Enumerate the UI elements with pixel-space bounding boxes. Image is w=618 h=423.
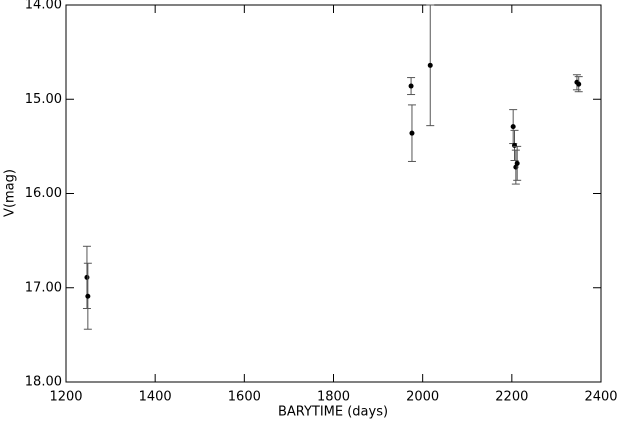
x-tick-label: 2000	[406, 390, 439, 405]
x-tick-label: 2400	[584, 390, 617, 405]
y-tick-label: 16.00	[25, 186, 62, 201]
x-tick-label: 1800	[317, 390, 350, 405]
plot-frame	[65, 4, 602, 383]
y-tick-label: 15.00	[25, 92, 62, 107]
data-point	[576, 81, 582, 87]
data-point	[510, 124, 516, 130]
data-point	[85, 293, 91, 299]
x-axis-label: BARYTIME (days)	[278, 405, 388, 420]
x-tick-label: 1200	[49, 390, 82, 405]
data-point	[409, 130, 415, 136]
x-tick-label: 2200	[495, 390, 528, 405]
data-point	[512, 142, 518, 148]
y-tick-label: 14.00	[25, 0, 62, 13]
y-axis-label: V(mag)	[3, 169, 18, 217]
y-tick-label: 18.00	[25, 375, 62, 390]
data-point	[84, 274, 90, 280]
data-point	[427, 62, 433, 68]
x-tick-label: 1400	[139, 390, 172, 405]
x-tick-label: 1600	[228, 390, 261, 405]
data-point	[514, 160, 520, 166]
data-point	[408, 83, 414, 89]
y-tick-label: 17.00	[25, 280, 62, 295]
